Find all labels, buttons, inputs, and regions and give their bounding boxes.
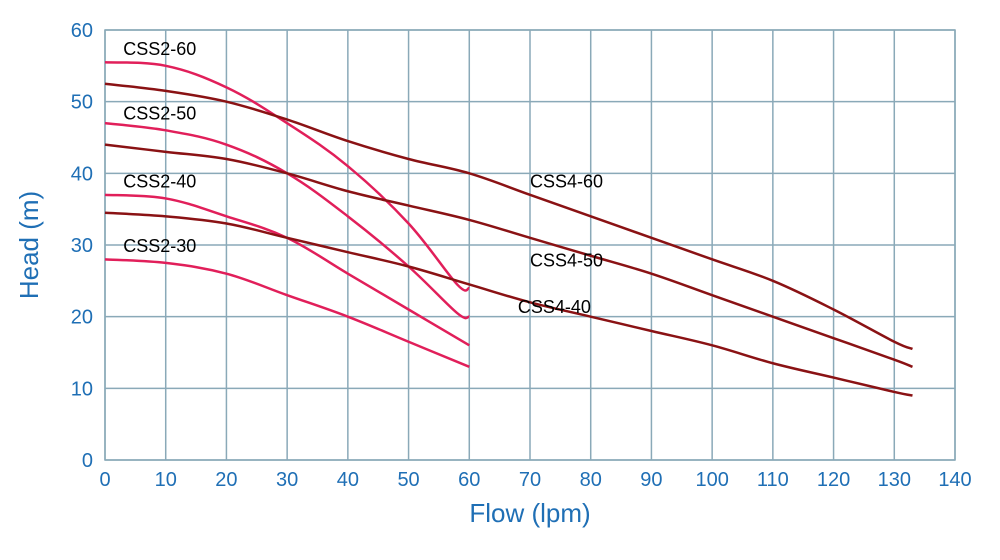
series-label-CSS4-60: CSS4-60 [530, 172, 603, 192]
x-tick-label: 50 [397, 469, 419, 491]
x-tick-label: 80 [580, 469, 602, 491]
x-tick-label: 110 [757, 469, 789, 491]
x-tick-label: 130 [878, 469, 911, 491]
y-tick-label: 10 [71, 378, 93, 400]
y-tick-label: 60 [71, 20, 93, 42]
series-label-CSS2-60: CSS2-60 [123, 39, 196, 59]
x-tick-label: 70 [519, 469, 541, 491]
chart-svg: 0 10 20 30 40 50 60 70 80 90 100 110 120 130 140 0 10 20 3… [0, 0, 1000, 560]
x-tick-label: 20 [215, 469, 237, 491]
x-tick-label: 30 [276, 469, 298, 491]
y-axis-label: Head (m) [14, 191, 44, 299]
x-tick-label: 60 [458, 469, 480, 491]
x-tick-label: 90 [640, 469, 662, 491]
x-tick-label: 40 [337, 469, 359, 491]
y-tick-label: 50 [71, 92, 93, 114]
x-tick-label: 10 [155, 469, 177, 491]
series-label-CSS2-40: CSS2-40 [123, 172, 196, 192]
series-label-CSS2-30: CSS2-30 [123, 236, 196, 256]
x-tick-label: 140 [938, 469, 971, 491]
series-label-CSS4-50: CSS4-50 [530, 251, 603, 271]
series-label-CSS2-50: CSS2-50 [123, 104, 196, 124]
pump-curve-chart: 0 10 20 30 40 50 60 70 80 90 100 110 120 130 140 0 10 20 3… [0, 0, 1000, 560]
x-tick-label: 0 [99, 469, 110, 491]
y-tick-label: 40 [71, 163, 93, 185]
x-tick-label: 100 [695, 469, 728, 491]
series-label-CSS4-40: CSS4-40 [518, 297, 591, 317]
x-tick-label: 120 [817, 469, 850, 491]
x-axis-label: Flow (lpm) [469, 498, 590, 528]
y-tick-label: 0 [82, 450, 93, 472]
y-tick-label: 30 [71, 235, 93, 257]
y-tick-label: 20 [71, 307, 93, 329]
